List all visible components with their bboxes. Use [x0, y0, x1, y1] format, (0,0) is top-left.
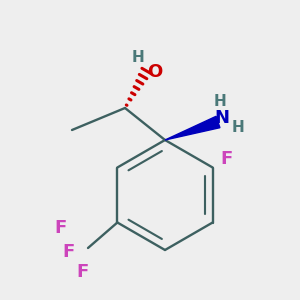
Polygon shape — [165, 116, 220, 140]
Text: F: F — [62, 243, 74, 261]
Text: H: H — [214, 94, 226, 110]
Text: F: F — [220, 151, 233, 169]
Text: F: F — [54, 219, 66, 237]
Text: O: O — [147, 63, 163, 81]
Text: N: N — [214, 109, 230, 127]
Text: H: H — [132, 50, 144, 65]
Text: H: H — [232, 121, 244, 136]
Text: F: F — [76, 263, 88, 281]
